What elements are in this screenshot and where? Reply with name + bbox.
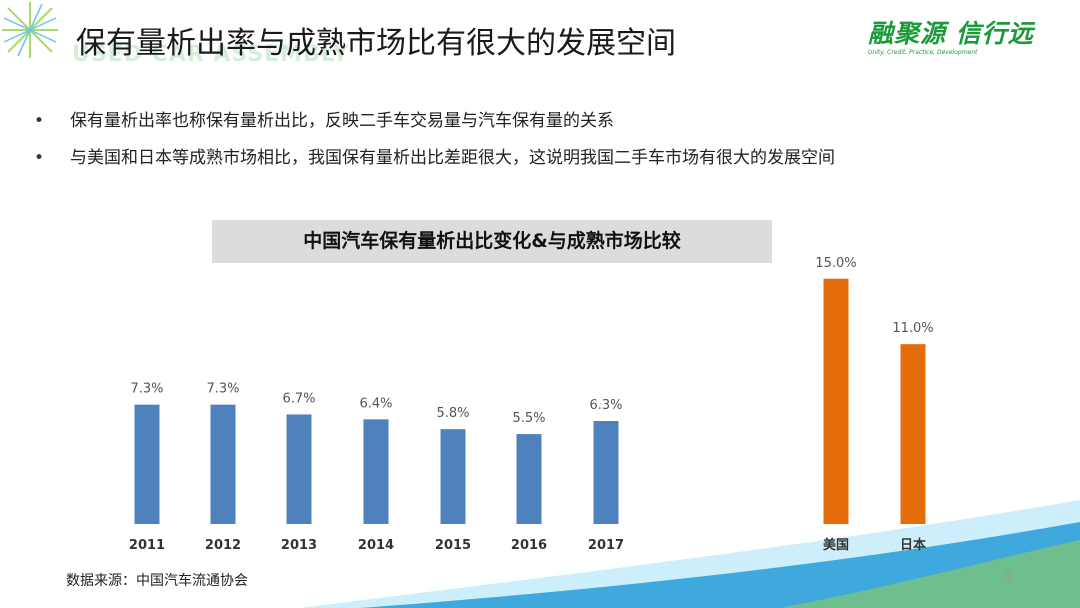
- logo-tagline: Unity, Credit, Practice, Development: [868, 49, 978, 56]
- x-tick-label-美国: 美国: [823, 537, 849, 553]
- decorative-wave-green: [780, 540, 1080, 608]
- bar-2013: [286, 414, 312, 524]
- bullet-marker: •: [34, 111, 45, 131]
- bullet-list: • 保有量析出率也称保有量析出比，反映二手车交易量与汽车保有量的关系 • 与美国和日…: [34, 106, 835, 180]
- x-tick-label-2014: 2014: [358, 538, 394, 553]
- bullet-item: • 与美国和日本等成熟市场相比，我国保有量析出比差距很大，这说明我国二手车市场有很…: [34, 143, 835, 180]
- x-tick-label-2017: 2017: [588, 538, 624, 553]
- data-label-日本: 11.0%: [892, 321, 933, 336]
- x-tick-label-2013: 2013: [281, 538, 317, 553]
- x-tick-label-2011: 2011: [129, 538, 165, 553]
- x-tick-label-日本: 日本: [900, 537, 926, 553]
- watermark-text: USED CAR ASSEMBLY: [72, 42, 350, 67]
- chart-title-box: 中国汽车保有量析出比变化&与成熟市场比较: [212, 220, 772, 263]
- data-label-2014: 6.4%: [359, 396, 392, 411]
- bar-2016: [516, 434, 542, 524]
- slide-title: 保有量析出率与成熟市场比有很大的发展空间: [76, 26, 676, 61]
- bar-日本: [900, 344, 926, 524]
- company-logo: 融聚源 信行远 Unity, Credit, Practice, Develop…: [868, 14, 1048, 56]
- decorative-burst: [2, 2, 58, 58]
- bullet-item: • 保有量析出率也称保有量析出比，反映二手车交易量与汽车保有量的关系: [34, 106, 835, 143]
- bullet-text: 保有量析出率也称保有量析出比，反映二手车交易量与汽车保有量的关系: [70, 111, 614, 131]
- data-label-2011: 7.3%: [130, 382, 163, 397]
- bar-2012: [210, 404, 236, 524]
- data-source-note: 数据来源：中国汽车流通协会: [66, 573, 248, 589]
- bar-2015: [440, 429, 466, 524]
- bullet-marker: •: [34, 148, 45, 168]
- bullet-text: 与美国和日本等成熟市场相比，我国保有量析出比差距很大，这说明我国二手车市场有很大…: [70, 148, 835, 168]
- x-tick-label-2016: 2016: [511, 538, 547, 553]
- data-label-2016: 5.5%: [512, 411, 545, 426]
- bar-2014: [363, 419, 389, 524]
- data-label-美国: 15.0%: [815, 256, 856, 271]
- data-label-2012: 7.3%: [206, 382, 239, 397]
- bar-2011: [134, 404, 160, 524]
- x-tick-label-2012: 2012: [205, 538, 241, 553]
- data-label-2013: 6.7%: [282, 391, 315, 406]
- bar-美国: [823, 278, 849, 524]
- x-tick-label-2015: 2015: [435, 538, 471, 553]
- bar-2017: [593, 420, 619, 524]
- page-number: 9: [1004, 570, 1013, 585]
- data-label-2017: 6.3%: [589, 398, 622, 413]
- data-label-2015: 5.8%: [436, 406, 469, 421]
- chart-title: 中国汽车保有量析出比变化&与成熟市场比较: [303, 230, 681, 252]
- logo-wordmark: 融聚源 信行远: [868, 19, 1034, 48]
